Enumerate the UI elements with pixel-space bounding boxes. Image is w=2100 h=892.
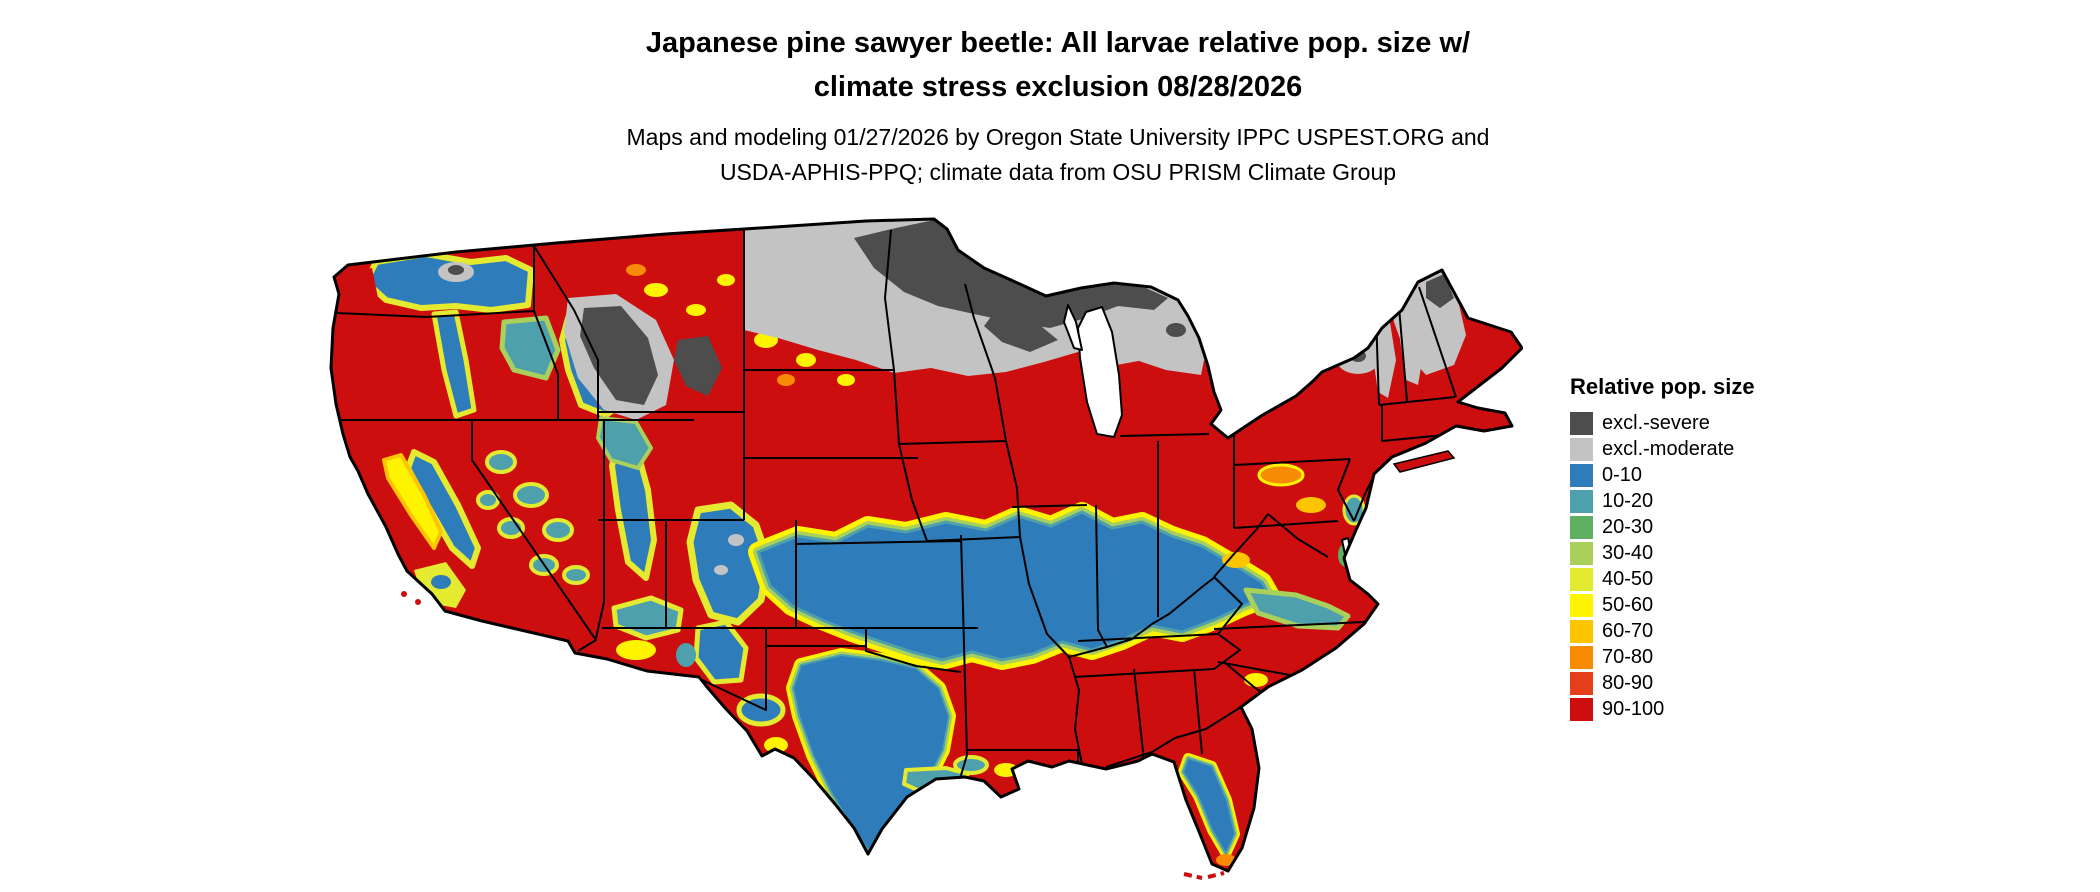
us-outline xyxy=(329,217,1523,873)
legend-item: 10-20 xyxy=(1570,488,1755,514)
legend-item: 20-30 xyxy=(1570,514,1755,540)
legend-swatch xyxy=(1570,541,1593,565)
legend-swatch xyxy=(1570,463,1593,487)
figure-title: Japanese pine sawyer beetle: All larvae … xyxy=(308,22,1808,109)
legend-title: Relative pop. size xyxy=(1570,374,1755,399)
legend-swatch xyxy=(1570,645,1593,669)
figure-subtitle: Maps and modeling 01/27/2026 by Oregon S… xyxy=(308,120,1808,189)
legend-swatch xyxy=(1570,619,1593,643)
figure-subtitle-line1: Maps and modeling 01/27/2026 by Oregon S… xyxy=(626,124,1490,150)
legend-item-label: excl.-severe xyxy=(1602,412,1710,434)
legend-item-label: 40-50 xyxy=(1602,568,1654,590)
legend-item: 70-80 xyxy=(1570,644,1755,670)
legend-item: 50-60 xyxy=(1570,592,1755,618)
legend-swatch xyxy=(1570,437,1593,461)
legend-item: excl.-moderate xyxy=(1570,436,1755,462)
legend-item-label: 70-80 xyxy=(1602,646,1654,668)
legend-item-label: 0-10 xyxy=(1602,464,1643,486)
us-population-map xyxy=(329,217,1523,880)
legend-item-label: 80-90 xyxy=(1602,672,1654,694)
legend-swatch xyxy=(1570,489,1593,513)
legend-item: excl.-severe xyxy=(1570,410,1755,436)
legend-item: 30-40 xyxy=(1570,540,1755,566)
legend-item: 60-70 xyxy=(1570,618,1755,644)
legend-item: 0-10 xyxy=(1570,462,1755,488)
legend-item-label: 50-60 xyxy=(1602,594,1654,616)
state-borders xyxy=(331,226,1457,783)
figure-title-line2: climate stress exclusion 08/28/2026 xyxy=(813,70,1303,103)
legend-swatch xyxy=(1570,671,1593,695)
florida-low-population-stripe xyxy=(1178,753,1240,866)
legend-item-label: 90-100 xyxy=(1602,698,1665,720)
low-population-band xyxy=(748,502,1351,670)
figure-subtitle-line2: USDA-APHIS-PPQ; climate data from OSU PR… xyxy=(719,158,1397,185)
legend-item-label: 10-20 xyxy=(1602,490,1654,512)
legend-swatch xyxy=(1570,567,1593,591)
legend-item-label: excl.-moderate xyxy=(1602,438,1735,460)
green-bay xyxy=(1063,304,1083,351)
legend-swatch xyxy=(1570,593,1593,617)
legend-item: 80-90 xyxy=(1570,670,1755,696)
legend-item-label: 20-30 xyxy=(1602,516,1654,538)
map-raster xyxy=(331,219,1522,871)
legend-item-label: 60-70 xyxy=(1602,620,1654,642)
legend-item: 90-100 xyxy=(1570,696,1755,722)
legend: Relative pop. size excl.-severe excl.-mod… xyxy=(1570,374,1755,722)
legend-swatch xyxy=(1570,515,1593,539)
legend-items: excl.-severe excl.-moderate 0-10 10-20 20-30… xyxy=(1570,410,1755,722)
legend-swatch xyxy=(1570,697,1593,721)
legend-item: 40-50 xyxy=(1570,566,1755,592)
islands xyxy=(401,450,1456,880)
legend-swatch xyxy=(1570,411,1593,435)
figure-title-line1: Japanese pine sawyer beetle: All larvae … xyxy=(645,27,1471,59)
legend-item-label: 30-40 xyxy=(1602,542,1654,564)
